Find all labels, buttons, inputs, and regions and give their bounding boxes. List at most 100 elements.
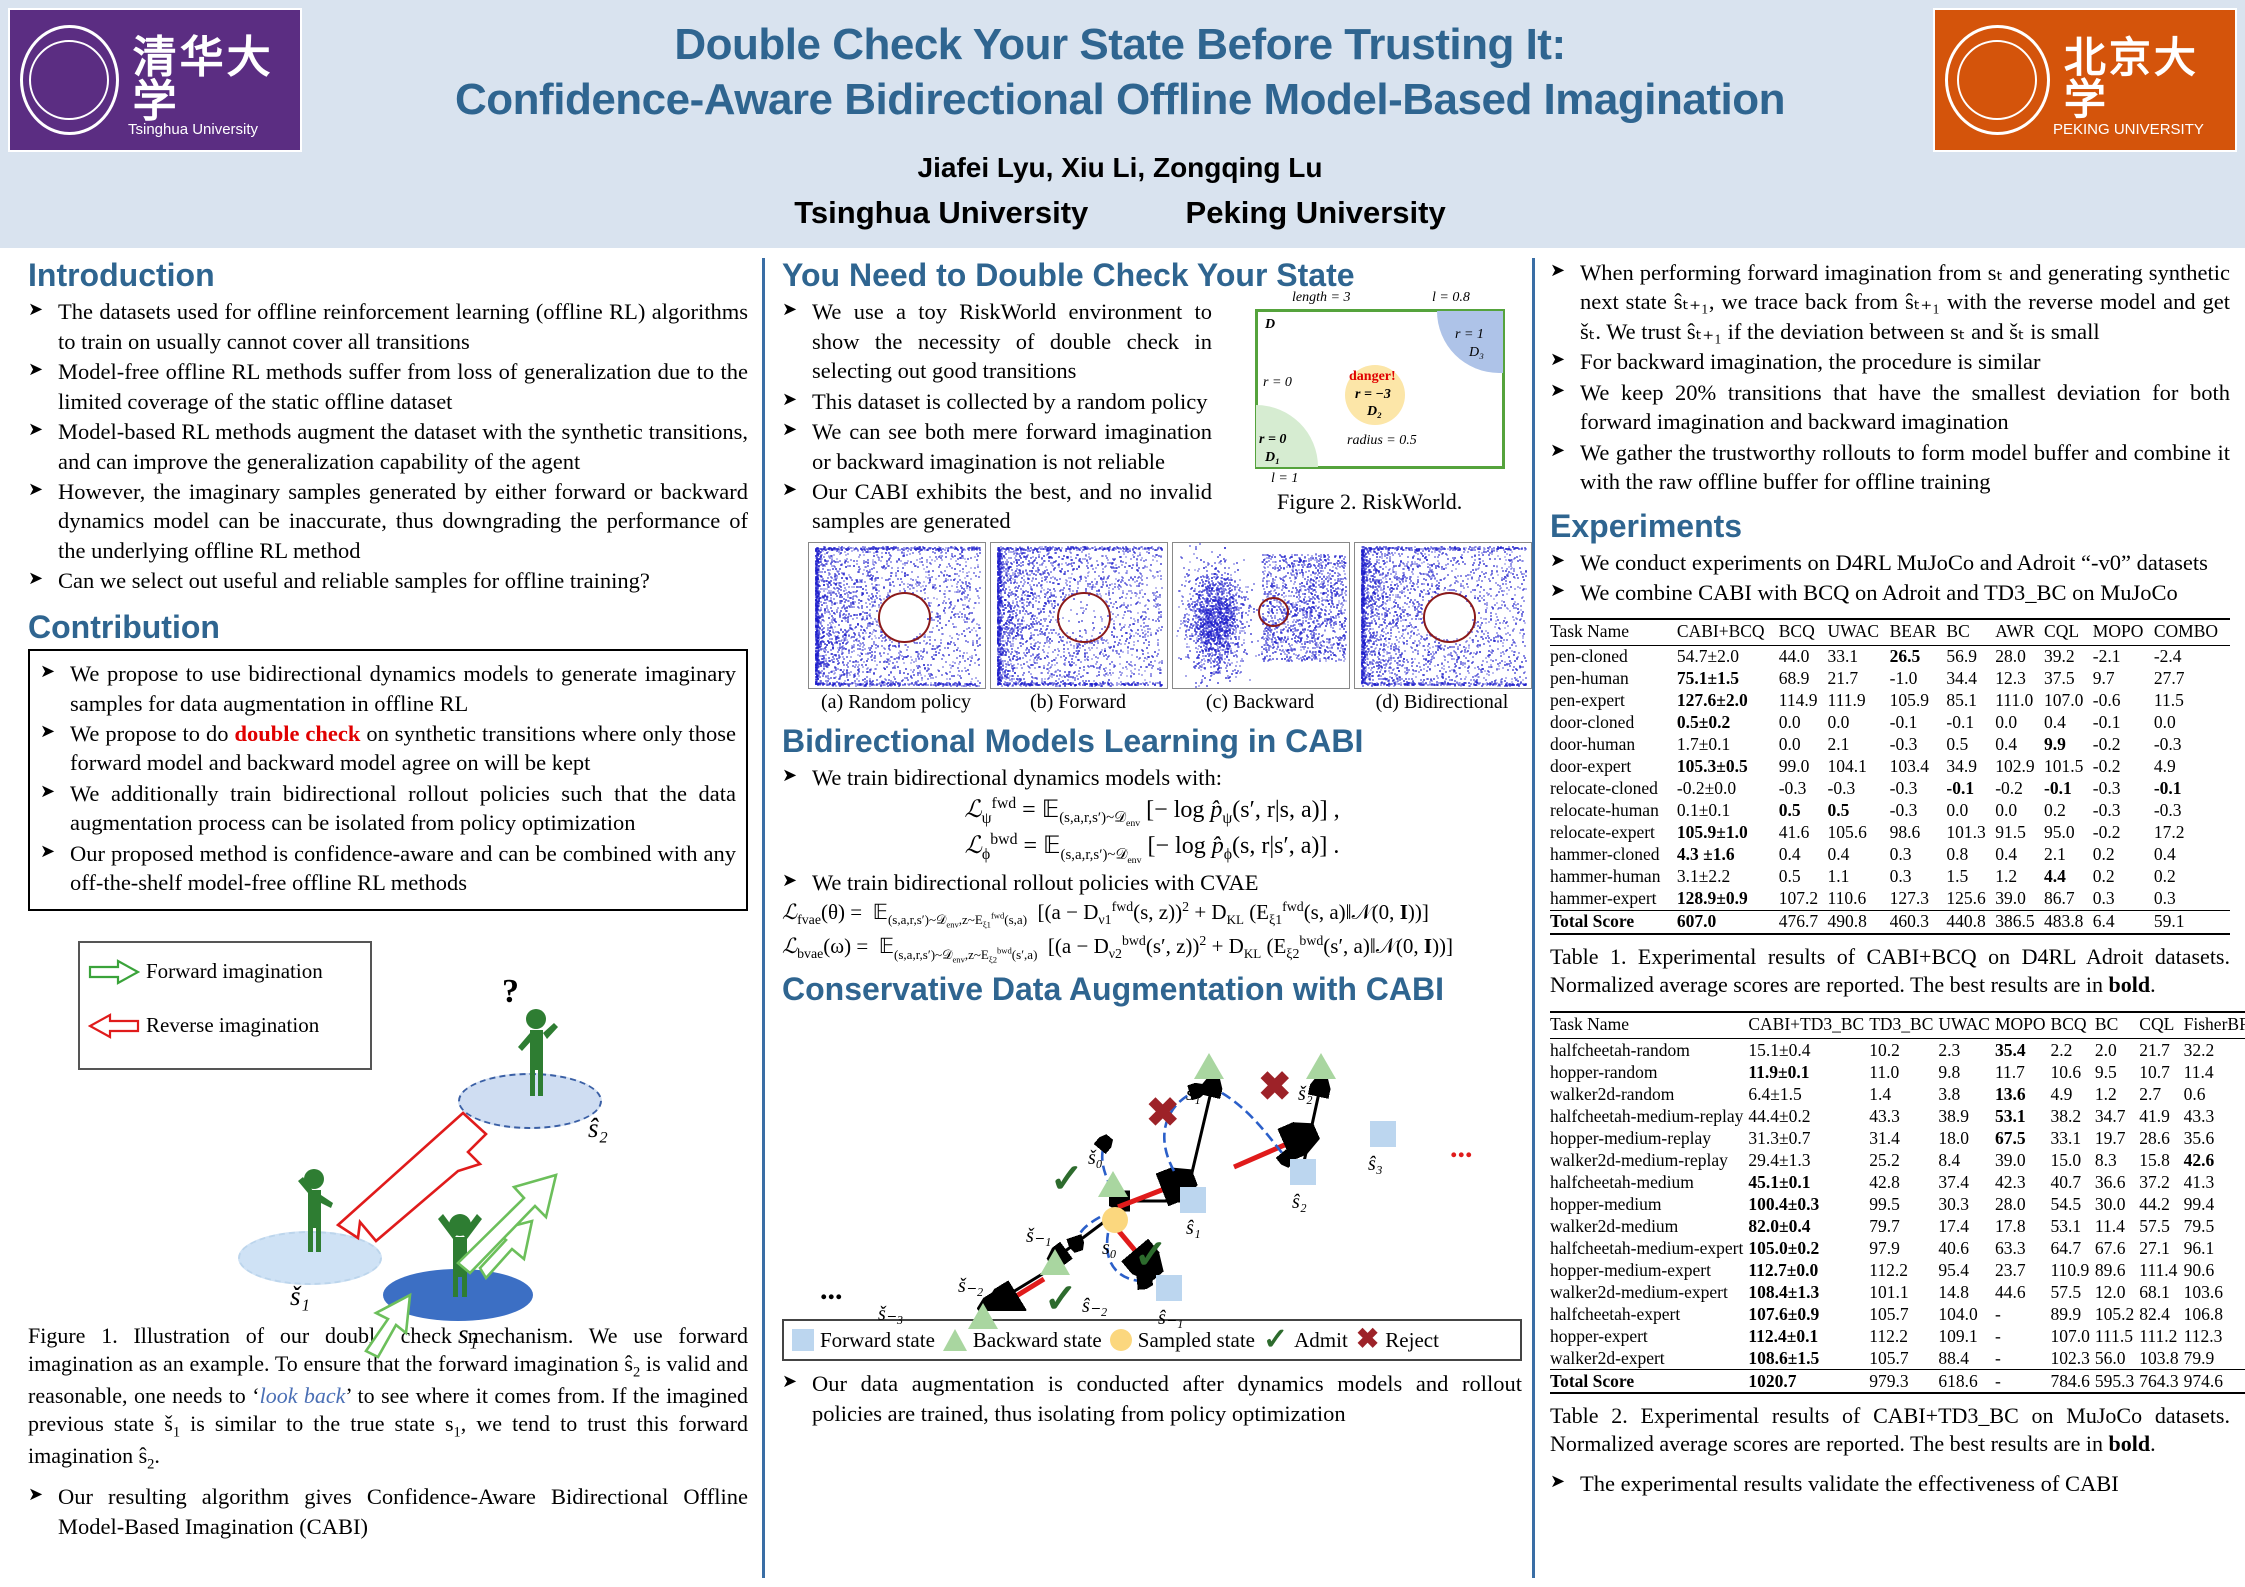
- scatter-point: [1044, 678, 1046, 680]
- scatter-point: [1124, 582, 1126, 584]
- scatter-point: [944, 612, 946, 614]
- scatter-point: [843, 572, 845, 574]
- scatter-point: [967, 575, 969, 577]
- scatter-point: [855, 639, 857, 641]
- scatter-point: [951, 567, 953, 569]
- scatter-point: [916, 590, 918, 592]
- scatter-point: [1032, 664, 1034, 666]
- scatter-point: [1091, 565, 1093, 567]
- scatter-point: [852, 598, 854, 600]
- scatter-point: [975, 677, 977, 679]
- list-item-double-check: We propose to do double check on synthet…: [40, 719, 736, 778]
- scatter-point: [1017, 647, 1019, 649]
- scatter-point: [1017, 587, 1019, 589]
- scatter-point: [944, 549, 946, 551]
- scatter-point: [933, 658, 935, 660]
- scatter-point: [1130, 648, 1132, 650]
- scatter-point: [861, 581, 863, 583]
- scatter-point: [1047, 672, 1049, 674]
- scatter-point: [858, 664, 860, 666]
- scatter-point: [836, 595, 838, 597]
- scatter-point: [871, 659, 873, 661]
- scatter-point: [1053, 582, 1055, 584]
- scatter-point: [1048, 615, 1050, 617]
- riskworld-d1-label: D₁: [1265, 450, 1280, 466]
- scatter-point: [843, 580, 845, 582]
- scatter-point: [882, 637, 884, 639]
- scatter-point: [838, 584, 840, 586]
- scatter-point: [1120, 586, 1122, 588]
- scatter-point: [861, 607, 863, 609]
- scatter-point: [1130, 629, 1132, 631]
- scatter-point: [956, 633, 958, 635]
- poster-header: 清华大学 Tsinghua University Double Check Yo…: [0, 0, 2245, 248]
- scatter-point: [973, 572, 975, 574]
- scatter-point: [907, 550, 909, 552]
- scatter-point: [1029, 562, 1031, 564]
- scatter-point: [1147, 608, 1149, 610]
- scatter-point: [827, 592, 829, 594]
- scatter-point: [975, 602, 977, 604]
- scatter-point: [912, 552, 914, 554]
- scatter-point: [871, 651, 873, 653]
- scatter-point: [1114, 641, 1116, 643]
- scatter-point: [830, 580, 832, 582]
- scatter-point: [1122, 592, 1124, 594]
- scatter-point: [1079, 647, 1081, 649]
- scatter-point: [849, 624, 851, 626]
- scatter-point: [862, 671, 864, 673]
- scatter-point: [1130, 576, 1132, 578]
- scatter-point: [891, 641, 893, 643]
- scatter-point: [815, 614, 817, 616]
- scatter-point: [1066, 642, 1068, 644]
- scatter-point: [1058, 678, 1060, 680]
- scatter-point: [1123, 626, 1125, 628]
- scatter-point: [1093, 654, 1095, 656]
- scatter-point: [1132, 623, 1134, 625]
- scatter-point: [890, 575, 892, 577]
- scatter-point: [979, 627, 981, 629]
- scatter-point: [964, 558, 966, 560]
- scatter-point: [1139, 602, 1141, 604]
- scatter-point: [833, 554, 835, 556]
- scatter-point: [1136, 565, 1138, 567]
- scatter-point: [1071, 573, 1073, 575]
- page-title: Double Check Your State Before Trusting …: [330, 18, 1910, 127]
- scatter-point: [1048, 677, 1050, 679]
- scatter-point: [1082, 645, 1084, 647]
- scatter-point: [924, 667, 926, 669]
- scatter-point: [867, 565, 869, 567]
- scatter-point: [925, 684, 927, 686]
- scatter-point: [1085, 680, 1087, 682]
- scatter-point: [867, 562, 869, 564]
- scatter-point: [827, 651, 829, 653]
- scatter-point: [824, 588, 826, 590]
- scatter-point: [930, 682, 932, 684]
- scatter-point: [1110, 674, 1112, 676]
- scatter-point: [904, 575, 906, 577]
- scatter-point: [1098, 590, 1100, 592]
- scatter-point: [929, 631, 931, 633]
- list-item: We use a toy RiskWorld environment to sh…: [782, 297, 1212, 385]
- scatter-point: [1053, 611, 1055, 613]
- scatter-point: [889, 557, 891, 559]
- scatter-point: [880, 685, 882, 687]
- scatter-point: [931, 559, 933, 561]
- scatter-point: [830, 599, 832, 601]
- scatter-point: [843, 584, 845, 586]
- scatter-point: [822, 675, 824, 677]
- scatter-point: [1094, 586, 1096, 588]
- scatter-point: [1120, 629, 1122, 631]
- scatter-point: [937, 684, 939, 686]
- scatter-point: [1130, 558, 1132, 560]
- scatter-point: [820, 609, 822, 611]
- peking-seal-icon: [1945, 25, 2050, 135]
- scatter-point: [834, 588, 836, 590]
- scatter-point: [1089, 649, 1091, 651]
- scatter-point: [844, 683, 846, 685]
- scatter-point: [1033, 648, 1035, 650]
- affiliation-2: Peking University: [1186, 195, 1446, 231]
- scatter-point: [947, 647, 949, 649]
- scatter-point: [934, 552, 936, 554]
- scatter-point: [1127, 652, 1129, 654]
